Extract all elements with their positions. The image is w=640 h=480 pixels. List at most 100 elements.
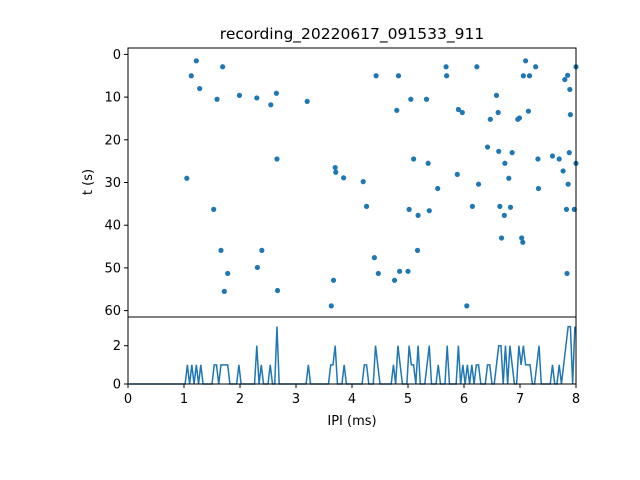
scatter-point xyxy=(444,73,450,79)
scatter-point xyxy=(520,239,526,245)
scatter-y-tick-label: 40 xyxy=(104,219,121,234)
scatter-point xyxy=(563,206,570,212)
scatter-point xyxy=(415,212,421,218)
scatter-point xyxy=(507,204,514,210)
scatter-point xyxy=(193,58,199,64)
scatter-point xyxy=(549,153,556,159)
scatter-point xyxy=(220,64,226,70)
chart-title: recording_20220617_091533_911 xyxy=(220,25,484,44)
scatter-point xyxy=(197,85,203,92)
scatter-point xyxy=(506,175,512,181)
scatter-point xyxy=(459,109,465,116)
scatter-point xyxy=(236,92,243,98)
scatter-point xyxy=(333,169,339,175)
scatter-point xyxy=(408,96,414,102)
hist-x-ticks: 0 1 2 3 4 5 6 7 8 xyxy=(124,384,580,407)
scatter-y-tick-label: 60 xyxy=(104,304,121,319)
scatter-point xyxy=(469,203,475,210)
x-tick-label: 0 xyxy=(124,392,132,407)
x-tick-label: 5 xyxy=(404,392,412,407)
scatter-point xyxy=(425,160,431,166)
x-tick-label: 1 xyxy=(180,392,188,407)
scatter-point xyxy=(495,109,501,116)
scatter-point xyxy=(218,247,224,253)
scatter-point xyxy=(397,268,403,274)
scatter-point xyxy=(520,73,526,79)
scatter-point xyxy=(184,175,190,181)
scatter-point xyxy=(562,76,568,83)
scatter-point xyxy=(464,303,470,309)
hist-y-tick-label: 0 xyxy=(113,378,121,393)
x-tick-label: 2 xyxy=(236,392,244,407)
scatter-point xyxy=(443,64,449,70)
scatter-point xyxy=(188,73,194,79)
scatter-point xyxy=(509,150,515,156)
scatter-y-tick-label: 50 xyxy=(104,261,121,276)
scatter-point xyxy=(391,277,398,283)
scatter-point xyxy=(330,277,337,283)
scatter-y-tick-label: 30 xyxy=(104,176,121,191)
scatter-point xyxy=(496,148,502,154)
scatter-point xyxy=(567,86,573,93)
scatter-point xyxy=(564,270,570,277)
scatter-point xyxy=(426,208,432,214)
scatter-point xyxy=(535,156,541,162)
scatter-point xyxy=(405,268,411,274)
x-tick-label: 4 xyxy=(348,392,356,407)
scatter-point xyxy=(268,102,274,108)
scatter-point xyxy=(565,181,571,187)
scatter-point xyxy=(502,160,508,166)
scatter-point xyxy=(566,150,572,156)
scatter-point xyxy=(273,90,279,96)
scatter-y-tick-label: 10 xyxy=(104,91,121,106)
scatter-point xyxy=(556,156,562,162)
scatter-point xyxy=(455,106,461,113)
scatter-point xyxy=(360,179,366,185)
scatter-point xyxy=(516,115,523,121)
scatter-point xyxy=(560,168,566,174)
scatter-point xyxy=(411,156,417,162)
scatter-point xyxy=(395,73,402,79)
scatter-point xyxy=(423,96,430,102)
scatter-point xyxy=(498,235,505,241)
scatter-point xyxy=(211,206,217,212)
scatter-point xyxy=(523,58,529,64)
scatter-point xyxy=(394,107,400,113)
scatter-point xyxy=(254,264,260,271)
scatter-point xyxy=(567,112,574,118)
scatter-point xyxy=(565,72,571,78)
hist-y-ticks: 02 xyxy=(113,339,128,393)
scatter-point xyxy=(373,73,379,79)
scatter-point xyxy=(332,164,338,171)
scatter-point xyxy=(525,108,532,114)
scatter-point xyxy=(328,303,334,309)
scatter-point xyxy=(304,98,310,104)
scatter-point xyxy=(225,270,231,277)
scatter-point xyxy=(221,288,227,294)
scatter-point xyxy=(363,203,370,210)
x-tick-label: 3 xyxy=(292,392,300,407)
scatter-point xyxy=(371,255,377,261)
scatter-point xyxy=(526,73,533,79)
x-tick-label: 6 xyxy=(460,392,468,407)
x-tick-label: 8 xyxy=(572,392,580,407)
scatter-point xyxy=(259,247,265,253)
scatter-point xyxy=(406,206,412,212)
scatter-point xyxy=(533,64,539,70)
scatter-point xyxy=(254,95,260,101)
x-tick-label: 7 xyxy=(516,392,524,407)
scatter-point xyxy=(375,270,381,277)
x-axis-label: IPI (ms) xyxy=(327,414,376,429)
scatter-point xyxy=(474,64,480,70)
scatter-point xyxy=(274,287,281,294)
scatter-point xyxy=(475,181,482,187)
scatter-y-tick-label: 20 xyxy=(104,133,121,148)
hist-y-tick-label: 2 xyxy=(113,339,121,354)
scatter-y-tick-label: 0 xyxy=(113,48,121,63)
scatter-point xyxy=(214,96,220,102)
y-axis-label: t (s) xyxy=(81,169,96,195)
scatter-point xyxy=(519,235,525,241)
scatter-point xyxy=(487,116,493,122)
